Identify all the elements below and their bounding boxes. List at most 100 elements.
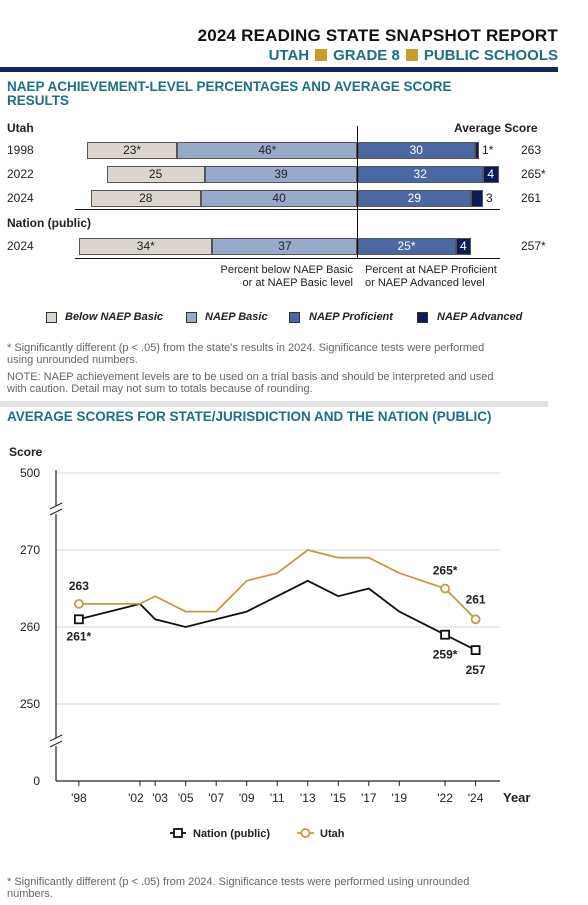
average-score-header: Average Score <box>454 121 538 135</box>
bar-below-basic: 28 <box>90 190 201 207</box>
y-tick-label: 250 <box>20 697 40 711</box>
average-score-line-chart: Score 500 270 260 250 0 '98 '02 '03 '05 '07 '09 '11 '… <box>9 445 530 840</box>
section1-title-line1: NAEP ACHIEVEMENT-LEVEL PERCENTAGES AND A… <box>7 79 452 94</box>
section-divider <box>0 401 548 407</box>
data-label: 265* <box>433 564 458 578</box>
legend-advanced: NAEP Advanced <box>437 311 523 323</box>
nation-point-marker <box>440 629 450 640</box>
x-tick-label: '11 <box>270 791 285 805</box>
axis-break-gap <box>49 738 63 746</box>
x-tick-label: '02 <box>128 791 144 805</box>
report-subtitle: UTAH GRADE 8 PUBLIC SCHOOLS <box>0 47 558 64</box>
axis-break-mark <box>49 740 63 748</box>
section2-title: AVERAGE SCORES FOR STATE/JURISDICTION AN… <box>7 409 492 424</box>
nation-baseline <box>75 258 500 259</box>
legend-utah-marker <box>300 828 311 838</box>
bar-below-basic: 25 <box>106 166 205 183</box>
x-tick-label: '98 <box>71 791 87 805</box>
bar-advanced: 4 <box>482 166 499 183</box>
caption-right: Percent at NAEP Proficient or NAEP Advan… <box>365 264 515 290</box>
schools-label: PUBLIC SCHOOLS <box>423 47 558 64</box>
row-year: 1998 <box>7 143 34 157</box>
data-label: 263 <box>69 579 89 593</box>
y-tick-label: 0 <box>33 774 40 788</box>
nation-point-marker <box>73 614 84 625</box>
legend-swatch-advanced <box>417 312 428 323</box>
x-tick-label: '07 <box>208 791 224 805</box>
x-tick-label: '19 <box>391 791 407 805</box>
x-tick-label: '13 <box>300 791 316 805</box>
data-label: 261* <box>67 629 92 643</box>
utah-label: Utah <box>7 121 34 135</box>
chart-footnote: * Significantly different (p < .05) from… <box>7 876 469 900</box>
bar-proficient: 30 <box>357 142 476 159</box>
legend-swatch-below-basic <box>46 312 57 323</box>
legend-swatch-basic <box>186 312 197 323</box>
legend-utah-label: Utah <box>320 828 345 840</box>
y-tick-label: 270 <box>20 543 40 557</box>
section1-title-line2: RESULTS <box>7 93 70 108</box>
axis-break-mark <box>49 734 63 742</box>
x-tick-label: '05 <box>178 791 194 805</box>
state-label: UTAH <box>268 47 310 64</box>
advanced-outside-label: 3 <box>485 191 493 205</box>
significance-note-line2: using unrounded numbers. <box>7 354 138 366</box>
achievement-note-line1: NOTE: NAEP achievement levels are to be … <box>7 371 494 383</box>
significance-note: * Significantly different (p < .05) from… <box>7 342 484 366</box>
bar-basic: 37 <box>212 238 358 255</box>
utah-point-marker <box>470 614 481 625</box>
bar-advanced: 4 <box>455 238 472 255</box>
data-label: 257 <box>466 663 486 677</box>
x-tick-label: '24 <box>468 791 484 805</box>
series-line-utah <box>78 549 477 620</box>
bar-proficient: 25* <box>357 238 456 255</box>
row-year: 2024 <box>7 191 34 205</box>
nation-point-marker <box>470 645 481 656</box>
separator-square-icon <box>315 49 328 61</box>
chart-footnote-line2: numbers. <box>7 888 53 900</box>
bar-basic: 46* <box>177 142 358 159</box>
utah-point-marker <box>440 583 450 594</box>
advanced-outside-label: 1* <box>482 143 494 157</box>
y-tick-label: 500 <box>20 466 40 480</box>
axis-break-mark <box>49 502 63 510</box>
axis-break-gap <box>49 506 63 514</box>
bar-below-basic: 34* <box>79 238 213 255</box>
achievement-note: NOTE: NAEP achievement levels are to be … <box>7 371 494 395</box>
x-axis-label: Year <box>503 790 530 805</box>
row-average-score: 265* <box>521 167 546 181</box>
achievement-note-line2: with caution. Detail may not sum to tota… <box>7 383 313 395</box>
row-year: 2022 <box>7 167 34 181</box>
caption-right-line1: Percent at NAEP Proficient <box>365 264 497 276</box>
state-baseline <box>75 209 500 210</box>
legend-nation-label: Nation (public) <box>193 828 270 840</box>
x-tick-label: '17 <box>361 791 377 805</box>
legend-below-basic: Below NAEP Basic <box>65 311 164 323</box>
x-tick-label: '03 <box>152 791 168 805</box>
row-average-score: 257* <box>521 239 546 253</box>
bar-basic: 39 <box>204 166 358 183</box>
caption-right-line2: or NAEP Advanced level <box>365 277 485 289</box>
bar-below-basic: 23* <box>87 142 178 159</box>
legend-basic: NAEP Basic <box>205 311 268 323</box>
center-divider <box>357 126 358 259</box>
legend-nation-marker <box>173 828 183 838</box>
header-rule <box>0 67 558 72</box>
axis-break-mark <box>49 508 63 516</box>
legend-swatch-proficient <box>289 312 300 323</box>
x-tick-label: '15 <box>330 791 346 805</box>
series-line-nation <box>78 579 476 651</box>
section1-title: NAEP ACHIEVEMENT-LEVEL PERCENTAGES AND A… <box>7 80 452 108</box>
utah-point-marker <box>73 598 84 609</box>
caption-left: Percent below NAEP Basic or at NAEP Basi… <box>215 264 353 290</box>
report-title: 2024 READING STATE SNAPSHOT REPORT <box>197 26 558 45</box>
data-label: 261 <box>466 592 486 606</box>
bar-basic: 40 <box>200 190 358 207</box>
caption-left-line1: Percent below NAEP Basic <box>220 264 353 276</box>
bar-proficient: 29 <box>357 190 472 207</box>
data-label: 259* <box>433 648 458 662</box>
caption-left-line2: or at NAEP Basic level <box>242 277 353 289</box>
x-tick-label: '09 <box>239 791 255 805</box>
grade-label: GRADE 8 <box>333 47 400 64</box>
bar-advanced <box>475 142 479 159</box>
